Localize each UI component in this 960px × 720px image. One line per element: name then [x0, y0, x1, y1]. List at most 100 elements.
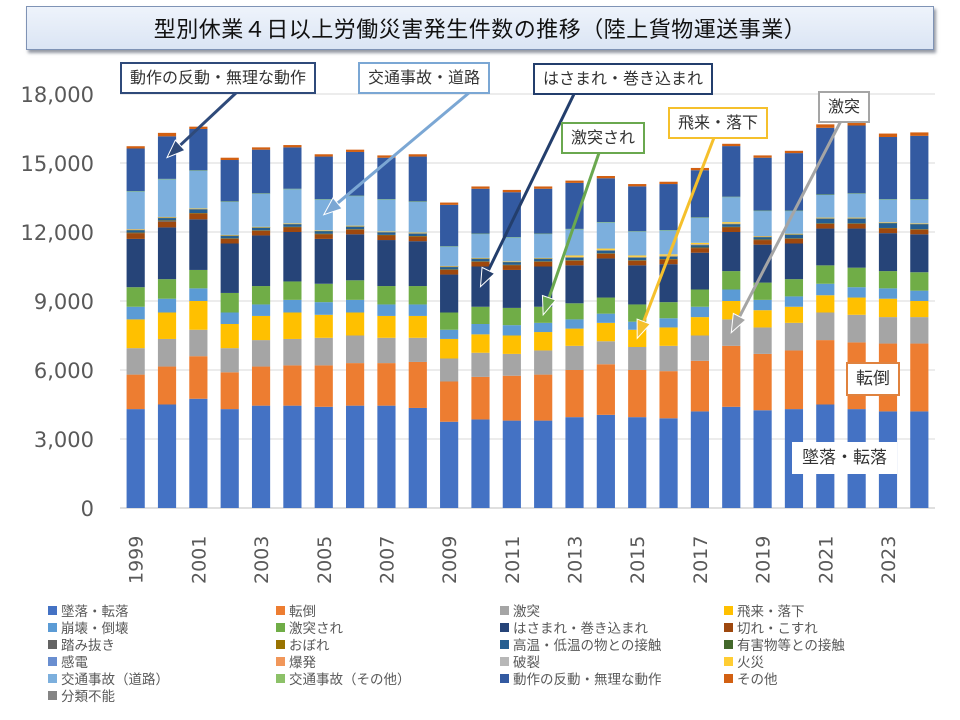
- bar-segment: [596, 253, 615, 259]
- bar-segment: [753, 353, 772, 411]
- bar-segment: [690, 217, 709, 243]
- bar-segment: [157, 227, 177, 280]
- bar-segment: [628, 231, 647, 232]
- bar-segment: [847, 314, 866, 343]
- bar-segment: [816, 265, 835, 284]
- bar-segment: [534, 259, 553, 262]
- bar-segment: [471, 376, 490, 420]
- bar-segment: [534, 420, 553, 508]
- bar-segment: [534, 266, 553, 307]
- bar-segment: [722, 196, 741, 223]
- bar-segment: [408, 201, 427, 202]
- bar-segment: [157, 298, 177, 313]
- bar-segment: [189, 213, 208, 214]
- bar-segment: [471, 188, 490, 234]
- legend-label: 激突され: [289, 621, 343, 637]
- bar-segment: [251, 147, 271, 150]
- bar-segment: [314, 337, 333, 366]
- bar-segment: [346, 195, 365, 226]
- callout-arrow: [730, 116, 845, 334]
- bar-segment: [847, 287, 866, 298]
- bar-segment: [659, 345, 678, 372]
- bar-segment: [847, 217, 866, 219]
- bar-segment: [346, 149, 365, 152]
- bar-segment: [220, 201, 239, 202]
- bar-segment: [816, 194, 835, 196]
- bar-segment: [816, 312, 835, 341]
- bar-stack-2006: [346, 149, 365, 508]
- bar-segment: [565, 260, 584, 266]
- bar-segment: [220, 348, 239, 373]
- bar-segment: [346, 405, 365, 508]
- legend-item: 分類不能: [48, 685, 115, 705]
- bar-stack-2012: [534, 186, 553, 508]
- bar-segment: [690, 306, 709, 318]
- bar-segment: [690, 252, 709, 290]
- bar-segment: [628, 347, 647, 370]
- bar-segment: [251, 193, 271, 194]
- legend-item: 飛来・落下: [724, 600, 805, 620]
- bar-segment: [251, 193, 271, 227]
- bar-segment: [126, 232, 145, 234]
- bar-segment: [628, 256, 647, 258]
- bar-segment: [220, 236, 239, 239]
- bar-segment: [189, 398, 208, 508]
- bar-segment: [314, 233, 333, 235]
- bar-segment: [847, 267, 866, 288]
- bar-segment: [502, 269, 521, 308]
- bar-segment: [408, 286, 427, 305]
- bar-segment: [408, 304, 427, 316]
- callout-collision: 激突: [818, 91, 871, 123]
- bar-segment: [690, 167, 709, 171]
- callout-fall-from-height: 墜落・転落: [792, 442, 897, 474]
- bar-segment: [753, 210, 772, 237]
- bar-segment: [628, 257, 647, 261]
- legend-item: 激突され: [276, 617, 343, 637]
- bar-segment: [440, 202, 459, 205]
- bar-segment: [628, 260, 647, 266]
- bar-segment: [251, 304, 271, 316]
- bar-segment: [753, 155, 772, 158]
- bar-segment: [440, 312, 459, 330]
- bar-segment: [910, 229, 929, 235]
- bar-stack-2020: [784, 150, 804, 508]
- bar-segment: [157, 216, 177, 218]
- bar-segment: [346, 299, 365, 313]
- bar-segment: [440, 269, 459, 270]
- bar-segment: [534, 233, 553, 258]
- x-tick-label: 2005: [314, 536, 336, 584]
- bar-segment: [534, 350, 553, 375]
- bar-segment: [596, 178, 615, 222]
- bar-segment: [565, 370, 584, 418]
- bar-segment: [314, 234, 333, 239]
- bar-segment: [534, 257, 553, 259]
- bar-segment: [910, 411, 929, 508]
- legend-item: 激突: [500, 600, 540, 620]
- bar-stack-2013: [565, 180, 584, 508]
- bar-segment: [690, 247, 709, 249]
- bar-segment: [502, 375, 521, 421]
- bar-segment: [753, 236, 772, 237]
- bar-segment: [628, 304, 647, 322]
- x-tick-label: 2001: [188, 536, 210, 584]
- bar-stack-2001: [189, 126, 208, 508]
- callout-arrow: [322, 90, 471, 216]
- bar-segment: [471, 233, 490, 235]
- callout-arrow: [166, 90, 239, 159]
- bar-segment: [596, 221, 615, 223]
- bar-segment: [628, 417, 647, 508]
- bar-segment: [220, 160, 239, 202]
- bar-segment: [408, 241, 427, 287]
- bar-segment: [220, 238, 239, 244]
- bar-segment: [784, 150, 804, 154]
- legend-swatch: [48, 639, 57, 649]
- legend-swatch: [724, 673, 733, 683]
- bar-segment: [251, 235, 271, 287]
- bar-segment: [471, 261, 490, 262]
- bar-segment: [377, 337, 396, 364]
- bar-segment: [157, 178, 177, 180]
- bar-segment: [377, 155, 396, 158]
- bar-segment: [784, 296, 804, 307]
- bar-segment: [690, 335, 709, 361]
- bar-stack-2015: [628, 184, 647, 508]
